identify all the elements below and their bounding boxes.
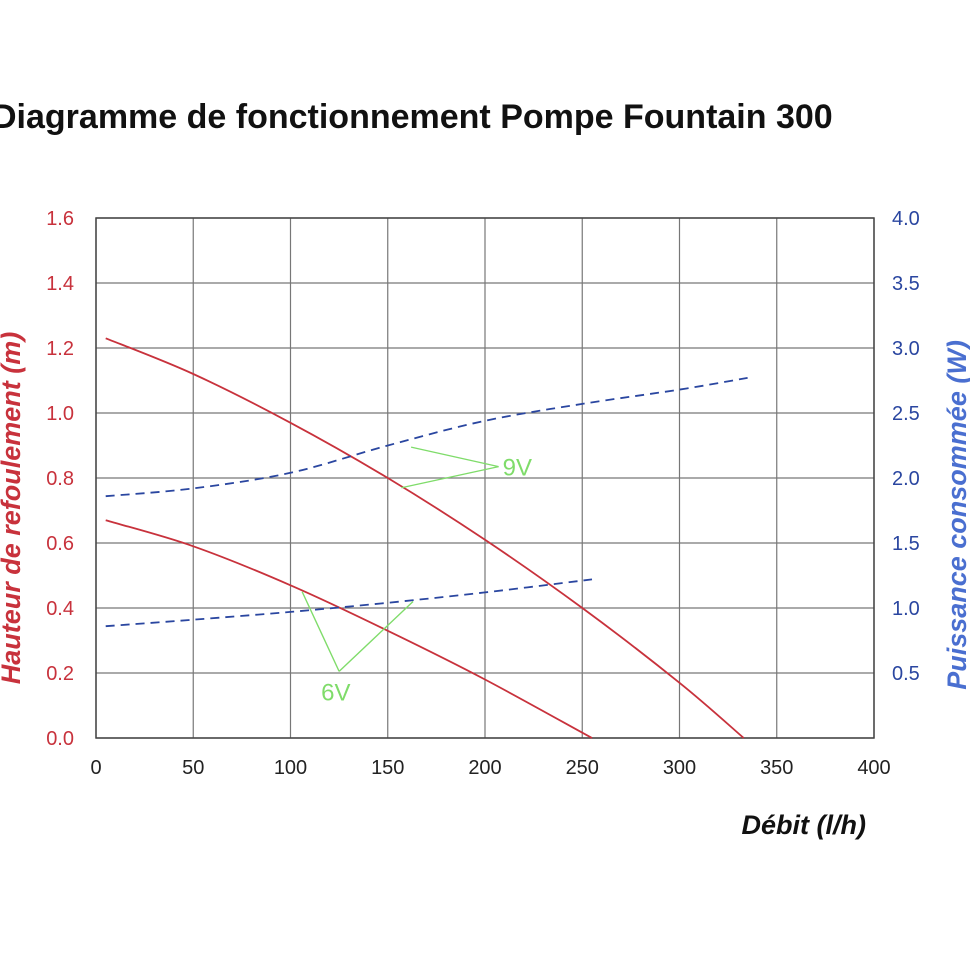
x-tick-label: 350 [760, 757, 793, 779]
y-left-tick-label: 1.6 [46, 208, 74, 230]
annotation-pointer [338, 600, 414, 672]
y-left-tick-label: 0.4 [46, 598, 74, 620]
y-left-tick-label: 0.6 [46, 533, 74, 555]
y-left-tick-label: 1.2 [46, 338, 74, 360]
annotation-label-6v: 6V [321, 679, 350, 706]
y-right-tick-label: 0.5 [892, 663, 920, 685]
y-left-axis-label: Hauteur de refoulement (m) [0, 332, 26, 685]
x-tick-label: 50 [182, 757, 204, 779]
y-right-tick-label: 1.0 [892, 598, 920, 620]
y-right-axis-label: Puissance consommée (W) [942, 340, 970, 690]
y-right-tick-label: 1.5 [892, 533, 920, 555]
head-curve-0 [105, 337, 745, 739]
y-right-tick-label: 4.0 [892, 208, 920, 230]
y-right-ticks: 0.5 1.0 1.5 2.0 2.5 3.0 3.5 4.0 [892, 208, 920, 685]
power-curve-3 [105, 578, 593, 628]
y-left-tick-label: 1.0 [46, 403, 74, 425]
plot-frame [95, 217, 875, 739]
annotation-label-9v: 9V [503, 455, 532, 482]
y-right-tick-label: 2.5 [892, 403, 920, 425]
series-layer [105, 337, 748, 739]
x-ticks: 0 50 100 150 200 250 300 350 400 [90, 757, 890, 779]
chart-title: Diagramme de fonctionnement Pompe Founta… [0, 98, 833, 136]
y-left-tick-label: 1.4 [46, 273, 74, 295]
y-left-ticks: 0.0 0.2 0.4 0.6 0.8 1.0 1.2 1.4 1.6 [46, 208, 74, 750]
x-tick-label: 0 [90, 757, 101, 779]
y-right-tick-label: 3.5 [892, 273, 920, 295]
x-tick-label: 400 [857, 757, 890, 779]
annotation-pointer [301, 591, 340, 672]
y-left-tick-label: 0.0 [46, 728, 74, 750]
head-curve-1 [105, 519, 593, 739]
x-tick-label: 200 [468, 757, 501, 779]
y-left-tick-label: 0.2 [46, 663, 74, 685]
annotation-layer: 9V 6V [301, 446, 532, 706]
x-tick-label: 150 [371, 757, 404, 779]
y-left-tick-label: 0.8 [46, 468, 74, 490]
annotation-pointer [401, 465, 499, 489]
x-tick-label: 250 [566, 757, 599, 779]
grid [95, 217, 875, 739]
x-axis-label: Débit (l/h) [742, 810, 866, 840]
y-right-tick-label: 3.0 [892, 338, 920, 360]
annotation-pointer [410, 446, 499, 468]
x-tick-label: 100 [274, 757, 307, 779]
x-tick-label: 300 [663, 757, 696, 779]
y-right-tick-label: 2.0 [892, 468, 920, 490]
